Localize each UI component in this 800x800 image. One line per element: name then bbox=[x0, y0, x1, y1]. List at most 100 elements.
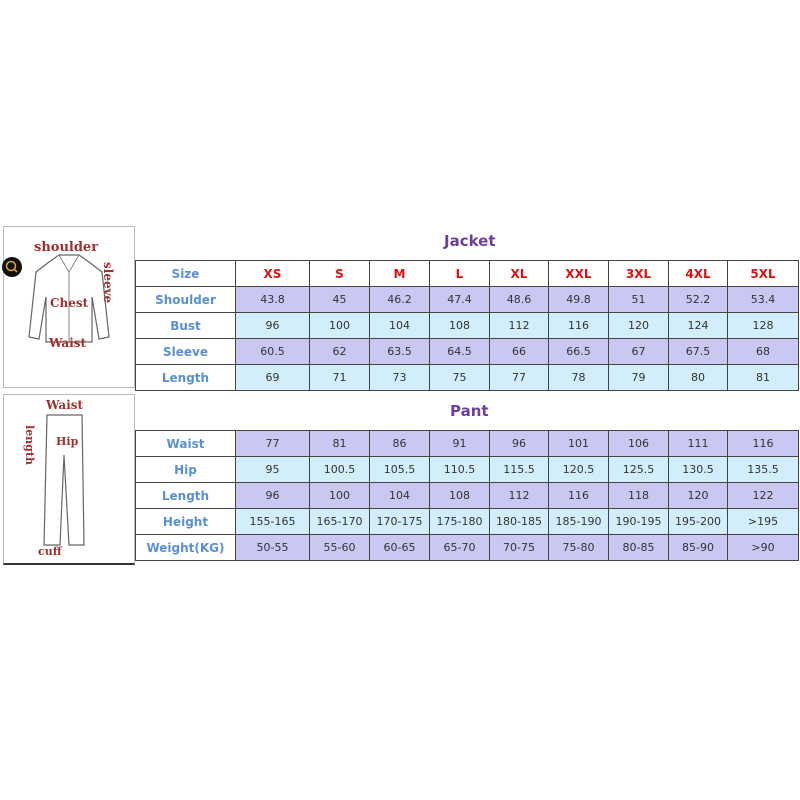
table-cell: 96 bbox=[235, 312, 310, 339]
table-row: Shoulder 43.8 45 46.2 47.4 48.6 49.8 51 52.2 53.4 bbox=[135, 286, 799, 313]
table-cell: 111 bbox=[668, 430, 728, 457]
table-cell: 60-65 bbox=[369, 534, 430, 561]
table-cell: 125.5 bbox=[608, 456, 669, 483]
table-cell: 155-165 bbox=[235, 508, 310, 535]
table-cell: >90 bbox=[727, 534, 799, 561]
table-cell: 108 bbox=[429, 312, 490, 339]
row-label: Weight(KG) bbox=[135, 534, 236, 561]
table-cell: 116 bbox=[548, 482, 609, 509]
table-cell: 112 bbox=[489, 482, 549, 509]
chest-label: Chest bbox=[50, 296, 89, 310]
table-cell: 67 bbox=[608, 338, 669, 365]
size-header-cell: 3XL bbox=[608, 260, 669, 287]
table-cell: 85-90 bbox=[668, 534, 728, 561]
table-row: Weight(KG) 50-55 55-60 60-65 65-70 70-75 75-80… bbox=[135, 534, 799, 561]
row-label: Waist bbox=[135, 430, 236, 457]
table-cell: 120.5 bbox=[548, 456, 609, 483]
table-cell: 165-170 bbox=[309, 508, 370, 535]
table-cell: 105.5 bbox=[369, 456, 430, 483]
table-cell: 43.8 bbox=[235, 286, 310, 313]
jacket-title: Jacket bbox=[444, 232, 496, 250]
table-cell: 104 bbox=[369, 482, 430, 509]
pant-diagram: Waist Hip length cuff bbox=[3, 394, 135, 565]
table-cell: 120 bbox=[608, 312, 669, 339]
table-cell: 79 bbox=[608, 364, 669, 391]
table-cell: 195-200 bbox=[668, 508, 728, 535]
table-cell: 80 bbox=[668, 364, 728, 391]
sleeve-label: sleeve bbox=[101, 262, 115, 304]
table-cell: 63.5 bbox=[369, 338, 430, 365]
table-cell: 80-85 bbox=[608, 534, 669, 561]
table-row: Height 155-165 165-170 170-175 175-180 180-18… bbox=[135, 508, 799, 535]
hip-label: Hip bbox=[56, 435, 79, 448]
table-cell: 96 bbox=[489, 430, 549, 457]
table-cell: 135.5 bbox=[727, 456, 799, 483]
waist-label: Waist bbox=[45, 398, 84, 412]
table-cell: 51 bbox=[608, 286, 669, 313]
table-cell: 112 bbox=[489, 312, 549, 339]
table-cell: 91 bbox=[429, 430, 490, 457]
size-header-cell: M bbox=[369, 260, 430, 287]
table-cell: >195 bbox=[727, 508, 799, 535]
size-header-row: Size XS S M L XL XXL 3XL 4XL 5XL bbox=[135, 260, 799, 287]
table-cell: 122 bbox=[727, 482, 799, 509]
table-cell: 120 bbox=[668, 482, 728, 509]
table-cell: 81 bbox=[727, 364, 799, 391]
table-cell: 100.5 bbox=[309, 456, 370, 483]
table-cell: 65-70 bbox=[429, 534, 490, 561]
table-cell: 170-175 bbox=[369, 508, 430, 535]
table-row: Hip 95 100.5 105.5 110.5 115.5 120.5 125.5 130.5… bbox=[135, 456, 799, 483]
table-cell: 180-185 bbox=[489, 508, 549, 535]
size-header-cell: 4XL bbox=[668, 260, 728, 287]
table-cell: 70-75 bbox=[489, 534, 549, 561]
size-header-cell: XL bbox=[489, 260, 549, 287]
table-cell: 66.5 bbox=[548, 338, 609, 365]
size-header-cell: XS bbox=[235, 260, 310, 287]
shoulder-label: shoulder bbox=[34, 240, 98, 255]
table-cell: 100 bbox=[309, 312, 370, 339]
table-cell: 86 bbox=[369, 430, 430, 457]
table-cell: 55-60 bbox=[309, 534, 370, 561]
table-cell: 185-190 bbox=[548, 508, 609, 535]
table-cell: 81 bbox=[309, 430, 370, 457]
row-label: Length bbox=[135, 482, 236, 509]
pant-size-table: Waist 77 81 86 91 96 101 106 111 116 Hip 95 100.5 105… bbox=[135, 430, 799, 561]
table-row: Waist 77 81 86 91 96 101 106 111 116 bbox=[135, 430, 799, 457]
waist-label: Waist bbox=[48, 336, 87, 350]
row-label: Length bbox=[135, 364, 236, 391]
table-cell: 52.2 bbox=[668, 286, 728, 313]
table-cell: 110.5 bbox=[429, 456, 490, 483]
table-cell: 78 bbox=[548, 364, 609, 391]
table-cell: 62 bbox=[309, 338, 370, 365]
table-cell: 50-55 bbox=[235, 534, 310, 561]
table-cell: 69 bbox=[235, 364, 310, 391]
table-cell: 77 bbox=[235, 430, 310, 457]
size-header-cell: L bbox=[429, 260, 490, 287]
zoom-magnifier-icon[interactable] bbox=[2, 257, 22, 277]
size-header-label: Size bbox=[135, 260, 236, 287]
table-cell: 101 bbox=[548, 430, 609, 457]
size-header-cell: S bbox=[309, 260, 370, 287]
row-label: Bust bbox=[135, 312, 236, 339]
table-cell: 67.5 bbox=[668, 338, 728, 365]
table-cell: 175-180 bbox=[429, 508, 490, 535]
table-cell: 77 bbox=[489, 364, 549, 391]
table-cell: 53.4 bbox=[727, 286, 799, 313]
table-cell: 106 bbox=[608, 430, 669, 457]
table-cell: 108 bbox=[429, 482, 490, 509]
table-cell: 66 bbox=[489, 338, 549, 365]
table-cell: 116 bbox=[548, 312, 609, 339]
table-cell: 130.5 bbox=[668, 456, 728, 483]
size-header-cell: 5XL bbox=[727, 260, 799, 287]
table-cell: 47.4 bbox=[429, 286, 490, 313]
table-row: Length 69 71 73 75 77 78 79 80 81 bbox=[135, 364, 799, 391]
row-label: Hip bbox=[135, 456, 236, 483]
pant-title: Pant bbox=[450, 402, 489, 420]
table-cell: 46.2 bbox=[369, 286, 430, 313]
table-cell: 104 bbox=[369, 312, 430, 339]
table-cell: 128 bbox=[727, 312, 799, 339]
table-row: Length 96 100 104 108 112 116 118 120 122 bbox=[135, 482, 799, 509]
table-cell: 115.5 bbox=[489, 456, 549, 483]
table-cell: 49.8 bbox=[548, 286, 609, 313]
row-label: Height bbox=[135, 508, 236, 535]
